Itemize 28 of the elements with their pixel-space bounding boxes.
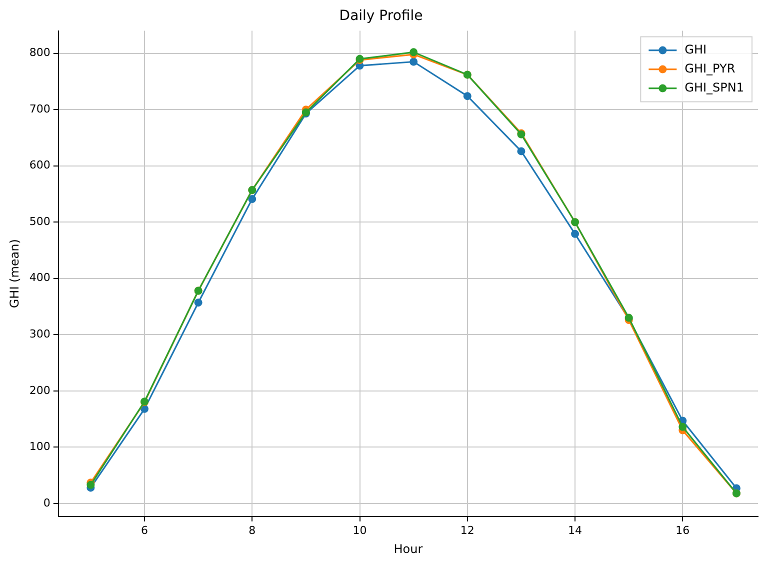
x-tick-label: 6	[141, 524, 148, 537]
y-tick-label: 800	[29, 46, 50, 60]
point	[678, 422, 687, 431]
x-tick-label: 14	[568, 524, 582, 537]
y-tick-label: 700	[29, 102, 50, 116]
y-tick-label: 500	[29, 214, 50, 228]
x-tick-label: 16	[676, 524, 690, 537]
y-tick-label: 300	[29, 328, 50, 341]
point	[517, 147, 526, 156]
chart-title: Daily Profile	[339, 8, 423, 24]
y-tick-label: 200	[29, 384, 50, 397]
point	[194, 298, 202, 307]
point	[248, 195, 256, 204]
legend-label: GHI	[684, 42, 707, 56]
point	[571, 230, 580, 238]
y-tick-label: 100	[29, 440, 50, 454]
x-tick-label: 12	[460, 524, 474, 537]
x-tick-label: 10	[352, 524, 367, 537]
y-axis-title: GHI (mean)	[7, 239, 22, 308]
legend-label: GHI_PYR	[684, 61, 736, 76]
x-tick-label: 8	[248, 524, 256, 537]
point	[463, 92, 472, 100]
y-tick-label: 400	[29, 271, 50, 284]
y-tick-label: 600	[29, 158, 50, 172]
x-axis-title: Hour	[394, 542, 423, 556]
y-tick-label: 0	[43, 496, 50, 510]
point	[410, 58, 418, 66]
legend-label: GHI_SPN1	[684, 80, 744, 94]
